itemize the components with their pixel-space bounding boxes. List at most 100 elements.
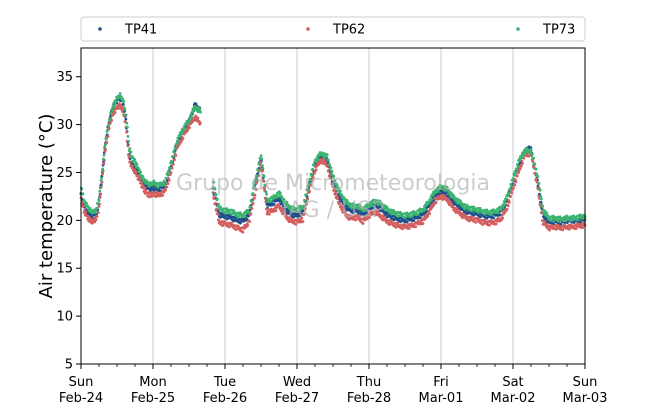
point xyxy=(263,184,267,187)
point xyxy=(262,186,266,190)
point xyxy=(98,195,102,199)
point xyxy=(84,210,88,214)
point xyxy=(350,206,354,210)
point xyxy=(504,198,508,202)
point xyxy=(99,179,103,182)
point xyxy=(505,207,509,211)
point xyxy=(126,134,130,138)
point xyxy=(368,215,371,219)
point xyxy=(121,110,124,113)
y-tick-label: 15 xyxy=(56,262,73,277)
point xyxy=(176,139,180,143)
point xyxy=(188,126,192,130)
y-tick-label: 30 xyxy=(56,118,73,133)
point xyxy=(264,190,268,194)
point xyxy=(127,156,131,160)
point xyxy=(423,207,427,211)
point xyxy=(109,111,113,115)
point xyxy=(128,160,132,164)
point xyxy=(172,150,176,154)
point xyxy=(420,218,424,222)
point xyxy=(241,230,245,234)
point xyxy=(268,212,271,216)
point xyxy=(527,154,531,158)
point xyxy=(128,147,132,150)
point xyxy=(119,95,123,99)
point xyxy=(427,209,431,213)
point xyxy=(458,199,462,203)
point xyxy=(261,166,265,170)
point xyxy=(179,140,183,143)
point xyxy=(126,153,130,157)
point xyxy=(98,186,102,190)
point xyxy=(541,205,544,208)
point xyxy=(326,158,330,162)
point xyxy=(509,195,512,198)
point xyxy=(175,143,178,147)
point xyxy=(125,121,129,125)
point xyxy=(101,157,105,161)
point xyxy=(341,198,345,202)
point xyxy=(514,180,518,184)
point xyxy=(255,174,259,178)
point xyxy=(538,188,542,192)
point xyxy=(490,213,493,216)
point xyxy=(99,183,103,186)
point xyxy=(262,179,265,183)
point xyxy=(303,200,307,204)
point xyxy=(449,201,453,205)
point xyxy=(311,168,315,171)
point xyxy=(529,148,533,152)
legend-marker-TP62 xyxy=(306,27,310,31)
point xyxy=(176,145,180,149)
point xyxy=(336,196,340,200)
point xyxy=(213,187,217,191)
point xyxy=(515,174,519,178)
point xyxy=(253,196,256,200)
point xyxy=(305,202,308,206)
legend-marker-TP73 xyxy=(516,27,520,31)
point xyxy=(521,162,524,165)
plot-data xyxy=(79,92,587,234)
point xyxy=(500,214,504,217)
point xyxy=(537,182,541,185)
point xyxy=(443,194,446,198)
point xyxy=(253,193,257,197)
y-axis: 5 10 15 20 25 30 35 xyxy=(56,70,81,373)
point xyxy=(316,157,320,161)
point xyxy=(296,210,300,213)
point xyxy=(328,163,331,166)
point xyxy=(506,204,510,208)
point xyxy=(167,170,171,174)
point xyxy=(419,216,422,220)
point xyxy=(502,200,506,203)
point xyxy=(536,174,540,178)
y-tick-label: 35 xyxy=(56,70,73,85)
point xyxy=(102,162,106,166)
point xyxy=(372,206,376,210)
point xyxy=(299,214,302,218)
point xyxy=(265,207,268,211)
point xyxy=(276,195,280,199)
point xyxy=(256,169,260,173)
point xyxy=(302,204,306,208)
x-tick-label-date: Mar-01 xyxy=(419,391,464,406)
point xyxy=(281,200,285,204)
point xyxy=(135,163,139,166)
point xyxy=(445,185,449,189)
point xyxy=(332,188,336,192)
point xyxy=(162,191,166,194)
point xyxy=(162,179,166,183)
point xyxy=(361,222,365,225)
point xyxy=(539,197,543,201)
x-tick-label-day: Sun xyxy=(573,375,598,390)
point xyxy=(108,118,112,122)
point xyxy=(452,194,456,197)
point xyxy=(518,167,522,171)
y-tick-label: 5 xyxy=(65,358,73,373)
point xyxy=(118,92,122,95)
point xyxy=(414,225,418,229)
point xyxy=(106,128,109,132)
point xyxy=(232,209,235,212)
point xyxy=(533,162,537,166)
